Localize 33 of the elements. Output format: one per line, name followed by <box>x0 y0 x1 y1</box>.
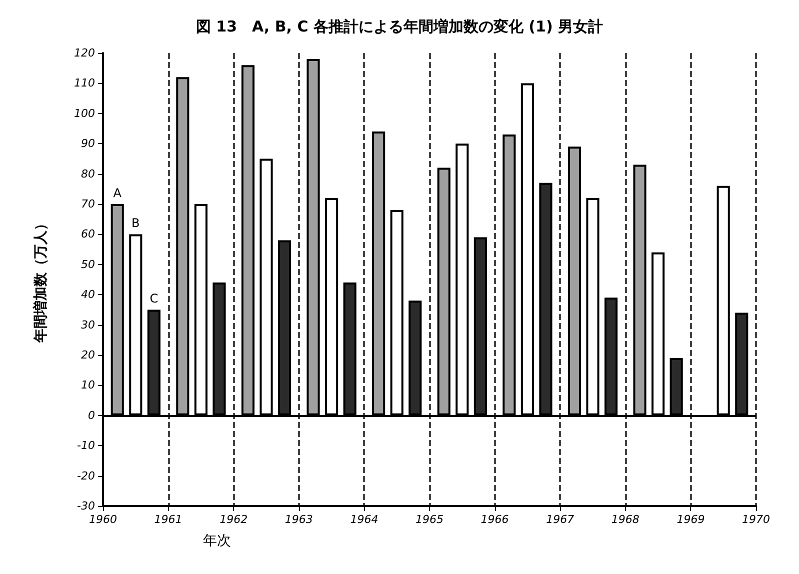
y-tick-label: 110 <box>74 76 95 90</box>
y-tick-label: 120 <box>74 46 95 60</box>
x-tick-label: 1961 <box>154 513 182 526</box>
x-tick-label: 1965 <box>416 513 444 526</box>
y-tick-label: -20 <box>77 469 95 482</box>
y-tick-label: 50 <box>81 258 95 271</box>
y-tick-label: 60 <box>81 228 95 241</box>
x-tick-label: 1963 <box>284 513 313 526</box>
x-tick-label: 1966 <box>480 513 509 526</box>
series-label: A <box>113 186 122 200</box>
x-tick-label: 1962 <box>220 513 248 526</box>
x-tick-label: 1969 <box>676 513 705 526</box>
x-tick-label: 1970 <box>742 513 770 526</box>
x-tick-label: 1968 <box>611 513 640 526</box>
y-tick-label: 80 <box>81 167 95 180</box>
y-tick-label: 20 <box>81 348 95 362</box>
y-tick-label: -10 <box>77 439 95 452</box>
y-axis-title: 年間増加数（万人） <box>32 216 49 344</box>
series-label: C <box>150 292 158 306</box>
y-tick-label: 70 <box>81 198 95 210</box>
series-label: B <box>132 216 140 230</box>
y-tick-label: 0 <box>88 408 95 422</box>
x-tick-label: 1964 <box>350 513 378 526</box>
y-tick-label: 10 <box>81 378 95 392</box>
y-tick-label: 90 <box>81 137 95 150</box>
y-tick-label: 30 <box>81 318 95 332</box>
y-tick-label: 100 <box>74 106 95 120</box>
y-tick-label: 40 <box>81 288 95 302</box>
x-axis-title: 年次 <box>203 533 231 549</box>
y-tick-label: -30 <box>77 500 95 512</box>
x-tick-label: 1967 <box>546 513 574 526</box>
chart-title: 図 13 A, B, C 各推計による年間増加数の変化 (1) 男女計 <box>196 18 604 36</box>
x-tick-label: 1960 <box>89 513 117 526</box>
